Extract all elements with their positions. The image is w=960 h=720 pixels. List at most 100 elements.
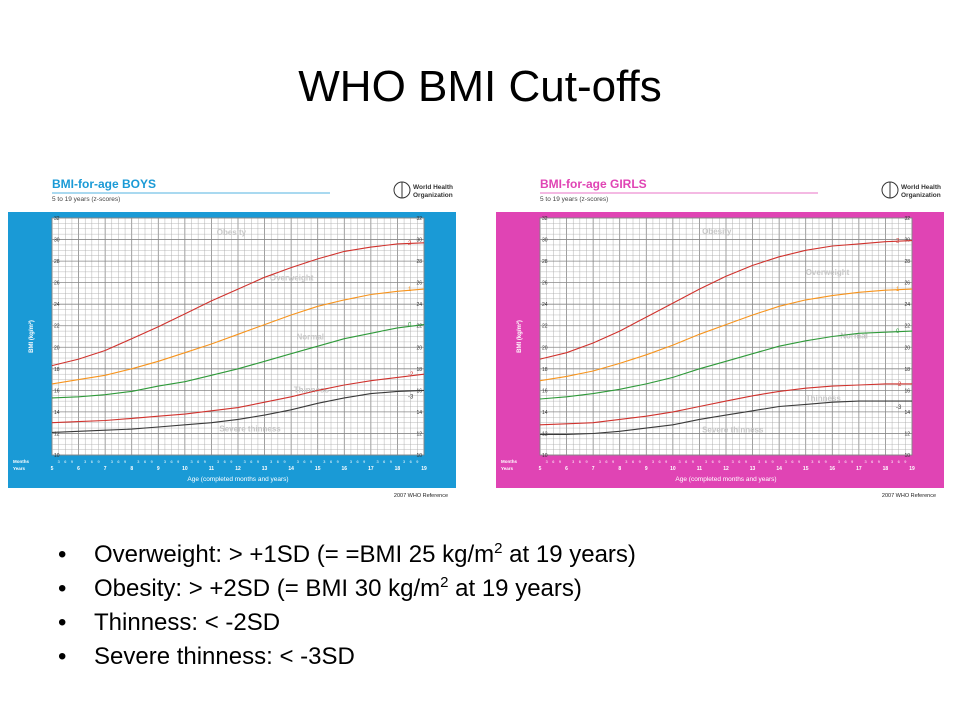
months-row-label: Months (13, 459, 29, 464)
y-tick-label-right: 28 (904, 259, 910, 265)
x-month-tick-label: 6 (898, 460, 900, 464)
who-logo-text-1: World Health (901, 184, 941, 191)
y-tick-label-right: 14 (904, 410, 910, 416)
y-tick-label-left: 26 (542, 281, 548, 287)
x-tick-label: 16 (830, 466, 836, 472)
bullet-overweight: Overweight: > +1SD (= =BMI 25 kg/m2 at 1… (58, 538, 636, 572)
x-tick-label: 18 (883, 466, 889, 472)
x-month-tick-label: 9 (390, 460, 392, 464)
x-month-tick-label: 6 (64, 460, 66, 464)
x-month-tick-label: 6 (303, 460, 305, 464)
x-month-tick-label: 9 (71, 460, 73, 464)
y-tick-label-left: 32 (54, 216, 60, 222)
x-axis-label: Age (completed months and years) (675, 476, 776, 483)
x-month-tick-label: 3 (190, 460, 192, 464)
y-tick-label-right: 18 (904, 367, 910, 373)
x-tick-label: 19 (909, 466, 915, 472)
y-tick-label-left: 22 (542, 324, 548, 330)
cutoff-bullet-list: Overweight: > +1SD (= =BMI 25 kg/m2 at 1… (58, 538, 636, 674)
y-tick-label-right: 12 (904, 431, 910, 437)
x-month-tick-label: 9 (230, 460, 232, 464)
x-month-tick-label: 9 (639, 460, 641, 464)
x-month-tick-label: 6 (791, 460, 793, 464)
y-tick-label-right: 16 (904, 388, 910, 394)
series-label-sdm2: -2 (408, 372, 414, 378)
y-tick-label-right: 26 (416, 281, 422, 287)
y-tick-label-left: 16 (54, 388, 60, 394)
y-tick-label-right: 30 (416, 238, 422, 244)
x-month-tick-label: 3 (864, 460, 866, 464)
series-label-sd0: 0 (408, 323, 412, 329)
x-month-tick-label: 3 (297, 460, 299, 464)
x-tick-label: 15 (315, 466, 321, 472)
x-month-tick-label: 9 (337, 460, 339, 464)
who-logo-text-2: Organization (413, 192, 453, 199)
chart-subtitle: 5 to 19 years (z-scores) (52, 196, 120, 203)
zone-label: Severe thinness (702, 425, 764, 434)
x-tick-label: 6 (77, 466, 80, 472)
chart-title: BMI-for-age BOYS (52, 177, 156, 191)
x-month-tick-label: 3 (758, 460, 760, 464)
x-month-tick-label: 9 (585, 460, 587, 464)
x-month-tick-label: 6 (871, 460, 873, 464)
y-tick-label-left: 20 (542, 345, 548, 351)
x-tick-label: 18 (395, 466, 401, 472)
y-tick-label-right: 20 (904, 345, 910, 351)
x-tick-label: 8 (130, 466, 133, 472)
x-month-tick-label: 3 (270, 460, 272, 464)
x-month-tick-label: 9 (692, 460, 694, 464)
x-month-tick-label: 3 (652, 460, 654, 464)
x-month-tick-label: 6 (579, 460, 581, 464)
x-month-tick-label: 3 (376, 460, 378, 464)
x-month-tick-label: 6 (659, 460, 661, 464)
zone-label: Thinness (294, 386, 330, 395)
x-month-tick-label: 3 (244, 460, 246, 464)
reference-text: 2007 WHO Reference (394, 493, 448, 499)
bullet-obesity: Obesity: > +2SD (= BMI 30 kg/m2 at 19 ye… (58, 572, 636, 606)
y-tick-label-left: 28 (542, 259, 548, 265)
years-row-label: Years (501, 466, 514, 471)
y-tick-label-left: 10 (54, 453, 60, 459)
y-tick-label-left: 30 (542, 238, 548, 244)
x-month-tick-label: 3 (732, 460, 734, 464)
zone-label: Normal (840, 332, 868, 341)
zone-label: Severe thinness (219, 424, 281, 433)
series-line-sd0 (51, 324, 425, 399)
x-month-tick-label: 3 (58, 460, 60, 464)
x-month-tick-label: 9 (612, 460, 614, 464)
x-month-tick-label: 6 (357, 460, 359, 464)
x-tick-label: 6 (565, 466, 568, 472)
y-tick-label-right: 16 (416, 388, 422, 394)
bmi-chart-girls: BMI-for-age GIRLS 5 to 19 years (z-scores… (496, 168, 944, 500)
y-axis-label: BMI (kg/m²) (516, 320, 523, 353)
x-month-tick-label: 6 (632, 460, 634, 464)
x-month-tick-label: 3 (678, 460, 680, 464)
x-month-tick-label: 3 (811, 460, 813, 464)
series-label-sd0: 0 (896, 329, 900, 335)
x-tick-label: 12 (723, 466, 729, 472)
x-tick-label: 16 (342, 466, 348, 472)
x-tick-label: 14 (776, 466, 782, 472)
zone-label: Overweight (806, 268, 850, 277)
y-tick-label-left: 20 (54, 345, 60, 351)
y-tick-label-left: 28 (54, 259, 60, 265)
x-month-tick-label: 3 (572, 460, 574, 464)
y-tick-label-left: 22 (54, 324, 60, 330)
x-tick-label: 19 (421, 466, 427, 472)
series-label-sd1: 1 (896, 287, 900, 293)
x-month-tick-label: 9 (257, 460, 259, 464)
series-line-sd1 (539, 288, 913, 382)
y-tick-label-right: 32 (416, 216, 422, 222)
y-tick-label-right: 20 (416, 345, 422, 351)
series-line-sd0 (539, 330, 913, 400)
x-month-tick-label: 9 (177, 460, 179, 464)
bullet-severe-thinness: Severe thinness: < -3SD (58, 640, 636, 674)
x-tick-label: 9 (645, 466, 648, 472)
x-month-tick-label: 6 (383, 460, 385, 464)
x-tick-label: 7 (104, 466, 107, 472)
x-month-tick-label: 9 (310, 460, 312, 464)
x-tick-label: 10 (670, 466, 676, 472)
y-tick-label-left: 24 (54, 302, 60, 308)
years-row-label: Years (13, 466, 26, 471)
